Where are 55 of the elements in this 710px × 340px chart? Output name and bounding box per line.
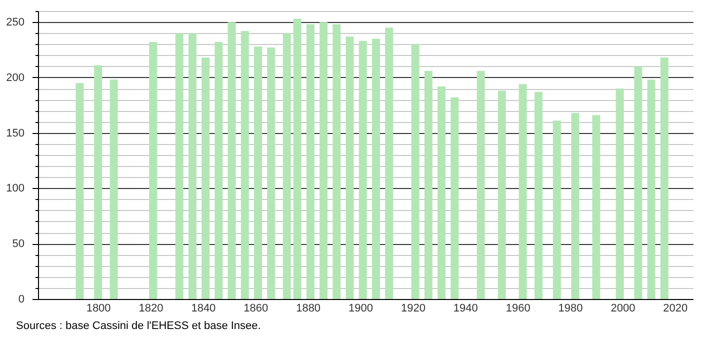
x-tick-label: 1960 (506, 302, 530, 314)
bar (188, 33, 196, 299)
x-tick-label: 2020 (663, 302, 688, 314)
bar (450, 97, 459, 299)
y-tick-label: 150 (6, 127, 24, 140)
bar (202, 58, 210, 299)
x-tick-label: 1900 (348, 302, 373, 314)
bar (660, 58, 668, 299)
bar (552, 120, 561, 299)
bar (592, 115, 600, 299)
y-tick-label: 250 (6, 16, 24, 29)
bar (175, 33, 184, 299)
bar (571, 112, 580, 299)
bar (282, 33, 291, 299)
x-tick-label: 1840 (191, 302, 216, 314)
bar (94, 65, 102, 299)
bar (385, 28, 394, 299)
y-tick-label: 100 (6, 182, 24, 195)
bar (438, 86, 446, 299)
bar (214, 42, 223, 299)
x-tick-label: 1880 (296, 302, 321, 314)
x-tick-label: 1980 (558, 302, 583, 314)
bar (616, 88, 624, 299)
bar (534, 92, 543, 299)
bar (332, 24, 341, 299)
bar (346, 36, 354, 299)
y-tick-label: 0 (18, 294, 24, 306)
bar (254, 46, 262, 299)
bar (240, 30, 249, 299)
x-tick-label: 1940 (453, 302, 478, 314)
bar (293, 18, 302, 299)
bar (647, 80, 656, 299)
bar (149, 42, 158, 299)
bar (498, 90, 506, 299)
bar (411, 44, 420, 299)
y-tick-label: 200 (6, 72, 24, 84)
bar (476, 70, 485, 299)
x-tick-label: 1820 (138, 302, 164, 314)
x-tick-label: 2000 (610, 302, 636, 314)
x-tick-label: 1800 (86, 302, 111, 314)
y-tick-label: 50 (12, 238, 24, 250)
bar (267, 48, 276, 299)
bar (320, 22, 328, 299)
bar (110, 80, 118, 299)
bar (634, 66, 642, 299)
bar (518, 84, 527, 299)
bar (372, 38, 380, 299)
bar (306, 24, 314, 299)
x-tick-label: 1860 (244, 302, 268, 314)
x-tick-label: 1920 (400, 302, 426, 314)
bar (76, 83, 84, 299)
source-note: Sources : base Cassini de l'EHESS et base Insee. (16, 320, 261, 332)
bar (228, 22, 236, 299)
bar (358, 40, 367, 299)
bar (424, 70, 432, 299)
